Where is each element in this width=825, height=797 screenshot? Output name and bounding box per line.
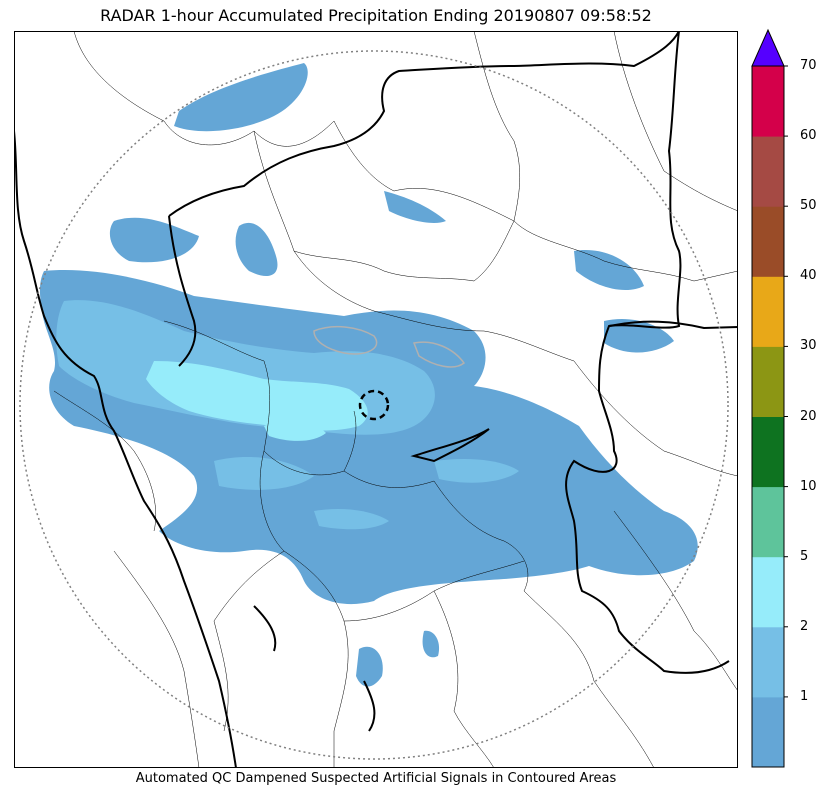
colorbar-bin [752,206,784,277]
colorbar-bin [752,136,784,207]
colorbar-bins [752,66,784,768]
colorbar-bin [752,626,784,698]
colorbar-top-label: 70 [800,58,817,73]
qc-caption: Automated QC Dampened Suspected Artifici… [135,771,617,786]
colorbar-bin [752,276,784,347]
radar-map [14,31,738,768]
colorbar-tick-label: 60 [800,128,817,144]
colorbar-bin [752,416,784,488]
colorbar-bin [752,696,784,768]
colorbar-tick-label: 10 [800,478,817,494]
colorbar-tick-label: 1 [800,688,809,704]
state-borders [14,31,738,768]
district-borders [53,31,738,768]
colorbar-tick-label: 5 [800,548,809,564]
colorbar-bin [752,556,784,628]
colorbar-bin [752,66,784,137]
radar-site-icon [358,389,390,421]
colorbar-tick-label: 20 [800,408,817,424]
colorbar [751,28,788,768]
colorbar-tick-label: 2 [800,618,809,634]
colorbar-tick-label: 40 [800,268,817,284]
radar-range-ring [19,50,729,760]
colorbar-tick-label: 50 [800,198,817,214]
colorbar-bin [752,346,784,417]
colorbar-extend-arrow [751,28,785,67]
qc-contours [313,325,466,368]
map-title: RADAR 1-hour Accumulated Precipitation E… [100,6,652,25]
colorbar-tick-label: 30 [800,338,817,354]
colorbar-ticks [784,65,788,698]
precip-heavy [146,361,368,441]
colorbar-bin [752,486,784,558]
